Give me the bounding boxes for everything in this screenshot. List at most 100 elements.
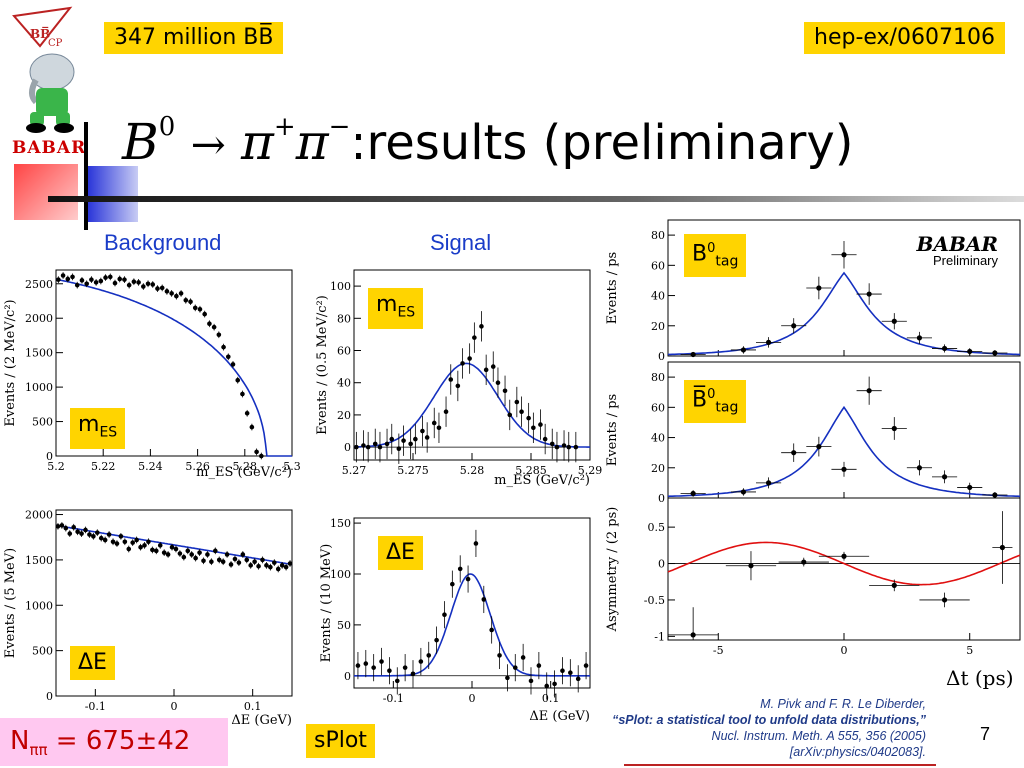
x-tick-label: 5.22 (91, 460, 116, 473)
y-tick-label: 40 (651, 432, 665, 445)
data-point (554, 444, 560, 450)
data-point (154, 548, 159, 554)
data-point (98, 535, 104, 541)
data-point (791, 323, 797, 329)
data-point (552, 681, 557, 687)
data-point (205, 552, 210, 557)
label-b0tag: B0tag (684, 234, 747, 277)
label-b0bartag-sup: 0 (707, 387, 716, 402)
data-point (169, 544, 175, 550)
data-point (354, 444, 359, 450)
x-tick-label: 0.1 (244, 700, 262, 713)
y-tick-label: -0.5 (644, 594, 665, 607)
data-point (159, 285, 165, 291)
data-point (816, 444, 822, 450)
data-point (402, 665, 408, 670)
data-point (690, 351, 696, 358)
y-tick-label: 0 (46, 690, 53, 703)
data-point (102, 537, 108, 543)
data-point (146, 539, 151, 545)
data-point (70, 274, 75, 280)
data-point (118, 534, 124, 539)
data-point (372, 441, 378, 447)
data-point (748, 563, 754, 569)
x-tick-label: 5.3 (283, 460, 300, 473)
data-point (526, 415, 531, 421)
x-tick-label: 5.285 (515, 464, 547, 477)
data-point (225, 354, 231, 360)
data-point (549, 441, 555, 447)
data-point (75, 529, 80, 535)
fit-curve (667, 405, 1021, 498)
data-point (155, 286, 160, 291)
data-point (95, 530, 100, 535)
data-point (355, 663, 361, 668)
chart-dt-asymmetry: -1 -0.5 0 0.5 -5 0 5 Asymmetry / (2 ps) (605, 497, 1021, 657)
chart-dt-b0tag: 0 20 40 60 80 Events / ps (605, 219, 1021, 360)
y-tick-label: 80 (337, 312, 351, 325)
data-point (531, 425, 536, 431)
data-point (107, 274, 113, 280)
data-point (79, 278, 85, 283)
column-title-signal: Signal (430, 230, 492, 255)
x-axis-label: ΔE (GeV) (529, 709, 590, 724)
data-point (765, 339, 772, 345)
x-axis-label: m_ES (GeV/c²) (196, 465, 292, 480)
page-number: 7 (980, 724, 991, 744)
x-tick-label: 5.275 (397, 464, 429, 477)
y-tick-label: 0 (344, 670, 351, 683)
x-tick-label: 5.28 (233, 460, 258, 473)
data-point (63, 525, 69, 531)
citation-line4: [arXiv:physics/0402083]. (789, 745, 926, 759)
data-point (106, 532, 112, 537)
x-tick-label: 5.27 (342, 464, 367, 477)
data-point (240, 552, 246, 557)
data-point (443, 409, 449, 414)
data-point (467, 356, 472, 361)
data-point (413, 436, 418, 442)
data-point (207, 321, 212, 327)
data-point (134, 537, 139, 543)
label-b0bartag: B̅0tag (684, 380, 747, 423)
data-point (279, 563, 285, 568)
data-point (542, 436, 548, 442)
data-point (197, 550, 202, 555)
data-point (363, 661, 369, 666)
data-point (384, 441, 390, 447)
data-point (56, 277, 61, 282)
y-tick-label: 1500 (25, 554, 53, 567)
fit-curve (667, 541, 1021, 586)
data-point (465, 576, 471, 582)
data-point (740, 489, 747, 495)
data-point (891, 318, 897, 324)
data-point (248, 563, 253, 568)
data-point (141, 284, 146, 289)
data-point (992, 350, 998, 356)
chart-signal-mes: 0 20 40 60 80 100 5.27 5.275 5.28 5.285 5.29 Events… (315, 269, 602, 488)
x-axis-label: m_ES (GeV/c²) (494, 473, 590, 488)
title-pi1: π (241, 113, 274, 171)
data-point (514, 399, 520, 405)
chart-background-de: 0 500 1000 1500 2000 -0.1 0 0.1 Events / (5 MeV)… (3, 509, 293, 728)
y-tick-label: 100 (330, 280, 351, 293)
data-point (138, 544, 143, 550)
label-sig-de-main: ΔE (386, 540, 415, 565)
data-point (424, 435, 430, 440)
data-point (410, 671, 416, 677)
data-point (512, 665, 518, 670)
title-b-sup: 0 (158, 112, 176, 142)
data-point (387, 668, 392, 673)
data-point (891, 582, 897, 588)
data-point (434, 637, 439, 643)
data-point (79, 531, 84, 536)
data-point (224, 552, 230, 557)
plot-frame (667, 497, 1021, 641)
data-point (260, 557, 265, 563)
label-bg-mes: mES (70, 408, 126, 450)
data-point (264, 563, 269, 568)
y-tick-label: 1500 (25, 347, 53, 360)
label-bg-mes-main: m (78, 412, 100, 437)
data-point (112, 280, 118, 286)
data-point (457, 566, 463, 572)
data-point (202, 311, 207, 317)
